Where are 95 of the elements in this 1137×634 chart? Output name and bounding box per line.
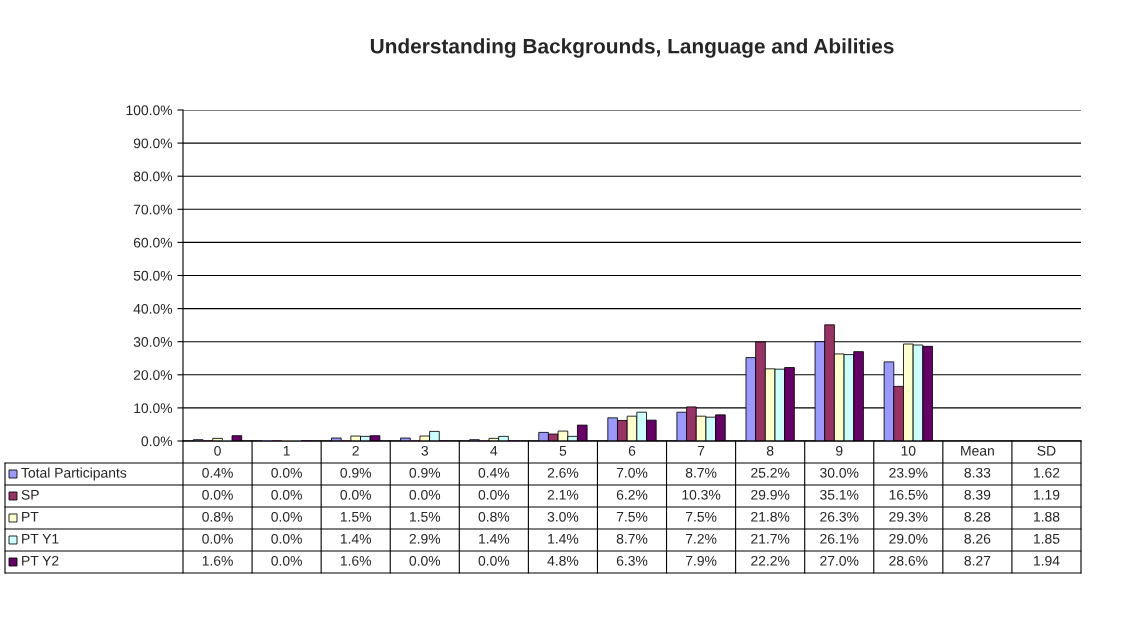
x-tick-label: 5 [559,446,567,456]
data-label: 0.0% [271,511,302,522]
data-label: 26.1% [820,533,859,544]
data-label: 21.8% [751,511,790,522]
text: 1.88 [1034,511,1060,522]
data-label: 1.5% [340,511,372,522]
data-label: 30.0% [820,467,859,478]
data-label: 0.4% [478,467,510,478]
x-tick-label: Mean [961,446,994,456]
data-label: 0.4% [202,467,233,478]
x-tick-label: 10 [901,445,916,456]
x-tick-label: 7 [697,446,705,456]
data-label: 21.7% [751,533,790,544]
data-label: 0.8% [202,511,233,522]
x-tick-label: 0 [214,445,221,456]
data-label: 16.5% [889,489,928,500]
data-label: 6.2% [616,489,648,500]
text: 8.33 [964,467,991,478]
data-label: 8.7% [616,533,648,544]
data-label: 0.0% [478,555,510,566]
text: 1.85 [1034,533,1060,544]
x-tick-label: 9 [836,445,843,456]
y-tick-label: 90.0% [133,138,173,149]
legend-label: PT [22,512,39,522]
data-label: 29.3% [889,511,928,522]
data-label: 0.0% [409,489,441,500]
data-label: 28.6% [889,555,928,566]
data-label: 7.5% [685,511,717,522]
y-tick-label: 50.0% [133,270,173,281]
x-tick-label: SD [1037,445,1056,456]
x-tick-label: 4 [490,446,498,456]
data-label: 8.7% [685,467,717,478]
text: 8.39 [964,489,991,500]
data-label: 25.2% [751,467,790,478]
y-tick-label: 80.0% [133,171,173,182]
data-label: 1.4% [479,533,510,544]
data-label: 26.3% [820,511,859,522]
text: 1.19 [1034,489,1060,500]
legend-label: PT Y2 [22,555,59,566]
data-label: 0.0% [271,467,302,478]
data-label: 0.0% [271,489,302,500]
data-label: 0.0% [202,489,233,500]
y-tick-label: 70.0% [133,204,173,215]
data-label: 0.8% [478,511,510,522]
data-label: 2.9% [409,533,441,544]
x-tick-label: 3 [421,445,429,456]
data-label: 7.5% [616,511,648,522]
data-label: 0.9% [409,467,441,478]
data-label: 1.6% [202,555,233,566]
text: 1.94 [1034,555,1060,566]
data-label: 0.9% [340,467,372,478]
data-label: 29.0% [889,533,928,544]
text: 8.26 [964,533,991,544]
data-label: 0.0% [340,489,372,500]
data-label: 3.0% [547,511,579,522]
y-tick-label: 40.0% [133,303,173,314]
text: 8.27 [964,555,991,566]
data-label: 1.4% [340,533,372,544]
y-tick-label: 20.0% [133,370,173,380]
data-label: 23.9% [889,467,928,478]
data-label: 0.0% [202,533,233,544]
y-tick-label: 10.0% [134,403,173,414]
data-label: 7.9% [685,555,717,566]
data-label: 4.8% [547,555,579,566]
data-label: 6.3% [616,555,648,566]
text: 1.62 [1034,467,1060,478]
x-tick-label: 2 [352,445,359,456]
legend-label: PT Y1 [22,534,59,544]
x-tick-label: 6 [628,445,636,456]
data-label: 29.9% [751,489,790,500]
y-tick-label: 30.0% [133,337,173,347]
data-label: 0.0% [271,555,302,566]
data-label: 1.6% [340,555,372,566]
data-label: 2.1% [547,489,579,500]
y-tick-label: 60.0% [133,237,173,248]
data-label: 22.2% [751,555,790,566]
data-label: 0.0% [409,555,441,566]
y-tick-label: 100.0% [126,105,173,116]
x-tick-label: 8 [766,445,774,456]
data-label: 1.5% [410,511,441,522]
data-label: 7.0% [616,467,648,478]
data-label: 10.3% [682,489,721,500]
data-label: 0.0% [271,533,302,544]
text: 8.28 [964,511,991,522]
legend-label: SP [21,489,39,500]
data-label: 7.2% [685,533,717,544]
data-label: 27.0% [820,555,859,566]
data-label: 35.1% [820,489,859,500]
data-label: 1.4% [548,533,579,544]
y-tick-label: 0.0% [141,436,173,447]
legend-label: Total Participants [21,467,127,481]
x-tick-label: 1 [283,446,290,456]
data-label: 0.0% [478,489,510,500]
chart-title: Understanding Backgrounds, Language and Abilities [370,38,894,58]
data-label: 2.6% [547,467,579,478]
